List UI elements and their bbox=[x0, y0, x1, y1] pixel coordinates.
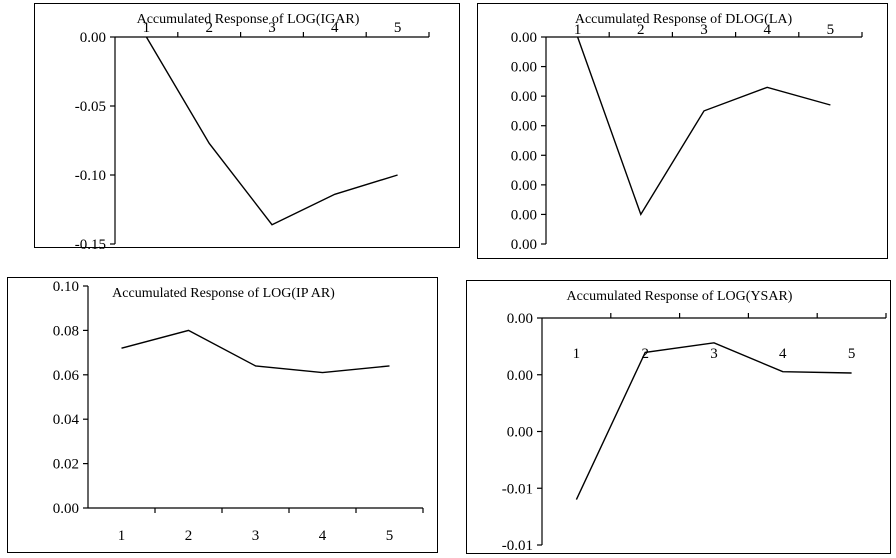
x-tick-label: 2 bbox=[637, 22, 645, 38]
y-tick-label: 0.06 bbox=[53, 368, 80, 384]
x-tick-label: 1 bbox=[573, 346, 581, 362]
x-tick-label: 1 bbox=[143, 20, 151, 36]
y-tick-label: -0.05 bbox=[75, 99, 106, 115]
y-tick-label: -0.10 bbox=[75, 168, 106, 184]
x-tick-label: 3 bbox=[700, 22, 708, 38]
series-line bbox=[576, 36, 831, 217]
series-line bbox=[121, 329, 390, 374]
chart-ipar: Accumulated Response of LOG(IP AR) 0.10 0.… bbox=[53, 279, 424, 544]
y-tick-label: 0.00 bbox=[53, 501, 79, 517]
y-tick-label: 0.00 bbox=[507, 368, 533, 384]
x-tick-label: 5 bbox=[394, 20, 402, 36]
x-tick-label: 5 bbox=[848, 346, 856, 362]
y-tick-label: 0.00 bbox=[507, 425, 533, 441]
y-tick-label: -0.01 bbox=[502, 481, 533, 497]
x-tick-label: 4 bbox=[331, 20, 339, 36]
y-tick-label: -0.01 bbox=[502, 538, 533, 554]
y-tick-label: 0.00 bbox=[507, 311, 533, 327]
y-tick-label: 0.00 bbox=[511, 89, 537, 105]
x-tick-label: 3 bbox=[268, 20, 276, 36]
x-tick-label: 1 bbox=[574, 22, 582, 38]
chart-igar: Accumulated Response of LOG(IGAR) 0.00 -0.… bbox=[75, 12, 430, 253]
y-tick-label: 0.00 bbox=[511, 237, 537, 253]
series-line bbox=[575, 342, 852, 500]
x-tick-label: 5 bbox=[827, 22, 835, 38]
chart-title: Accumulated Response of LOG(IGAR) bbox=[137, 12, 360, 27]
chart-title: Accumulated Response of LOG(YSAR) bbox=[567, 289, 793, 304]
chart-panel-ysar: Accumulated Response of LOG(YSAR) 0.00 0.0… bbox=[466, 280, 891, 554]
chart-title: Accumulated Response of LOG(IP AR) bbox=[112, 286, 335, 301]
x-tick-label: 4 bbox=[763, 22, 771, 38]
x-tick-label: 2 bbox=[205, 20, 213, 36]
y-tick-label: 0.00 bbox=[511, 207, 537, 223]
y-tick-label: 0.10 bbox=[53, 279, 79, 295]
y-tick-label: -0.15 bbox=[75, 237, 106, 253]
chart-panel-dlog-la: Accumulated Response of DLOG(LA) 0.00 0.00… bbox=[477, 3, 888, 259]
y-tick-label: 0.02 bbox=[53, 457, 79, 473]
x-tick-label: 3 bbox=[710, 346, 718, 362]
chart-dlog-la: Accumulated Response of DLOG(LA) 0.00 0.00… bbox=[511, 12, 863, 253]
x-tick-label: 4 bbox=[319, 528, 327, 544]
x-tick-label: 5 bbox=[386, 528, 394, 544]
series-line bbox=[145, 36, 398, 226]
x-tick-label: 2 bbox=[185, 528, 193, 544]
chart-panel-igar: Accumulated Response of LOG(IGAR) 0.00 -0.… bbox=[34, 3, 460, 253]
y-tick-label: 0.00 bbox=[511, 60, 537, 76]
chart-ysar: Accumulated Response of LOG(YSAR) 0.00 0.0… bbox=[502, 289, 887, 554]
y-tick-label: 0.08 bbox=[53, 323, 79, 339]
y-tick-label: 0.00 bbox=[511, 30, 537, 46]
chart-panel-ipar: Accumulated Response of LOG(IP AR) 0.10 0.… bbox=[7, 277, 438, 553]
y-tick-label: 0.00 bbox=[511, 119, 537, 135]
x-tick-label: 4 bbox=[779, 346, 787, 362]
y-tick-label: 0.00 bbox=[511, 178, 537, 194]
y-tick-label: 0.00 bbox=[80, 30, 106, 46]
x-tick-label: 1 bbox=[118, 528, 126, 544]
x-tick-label: 3 bbox=[252, 528, 260, 544]
chart-title: Accumulated Response of DLOG(LA) bbox=[575, 12, 793, 27]
y-tick-label: 0.04 bbox=[53, 412, 80, 428]
y-tick-label: 0.00 bbox=[511, 148, 537, 164]
